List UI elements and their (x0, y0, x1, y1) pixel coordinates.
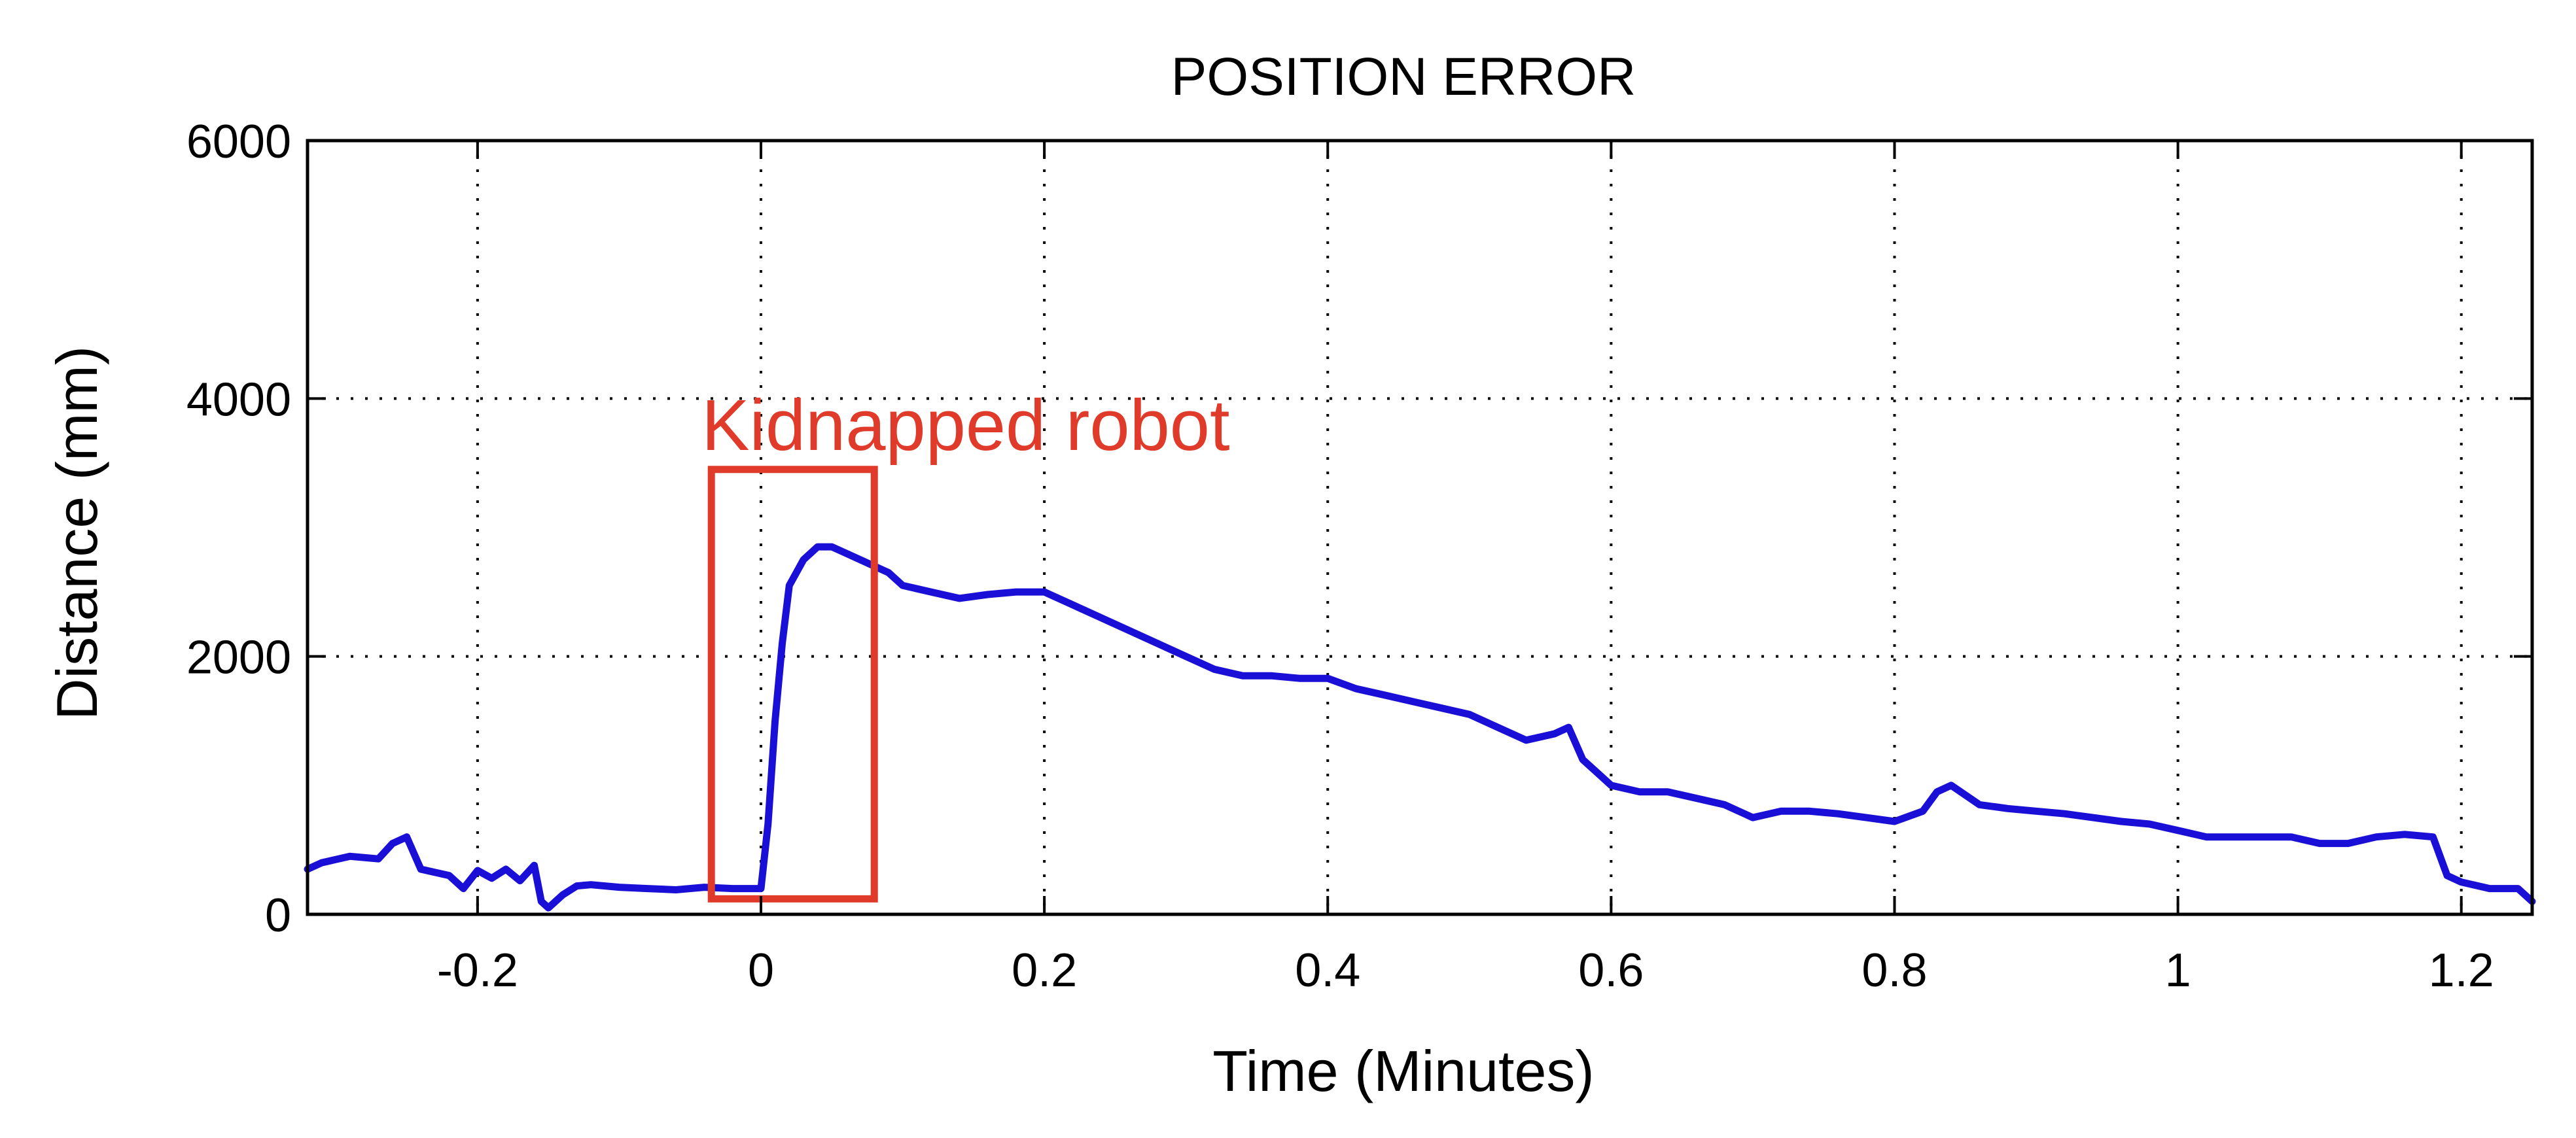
y-tick-label: 2000 (186, 632, 291, 684)
chart-title: POSITION ERROR (1171, 47, 1636, 107)
x-tick-label: 0.2 (1012, 944, 1077, 997)
x-tick-label: 0.4 (1295, 944, 1360, 997)
x-tick-label: 0.8 (1861, 944, 1927, 997)
y-axis-label: Distance (mm) (44, 346, 109, 720)
kidnapped-robot-box (707, 466, 878, 903)
y-tick-label: 6000 (186, 116, 291, 168)
x-tick-label: -0.2 (437, 944, 518, 997)
y-tick-label: 4000 (186, 373, 291, 426)
x-tick-label: 0.6 (1578, 944, 1644, 997)
annotation-layer: Kidnapped robot (701, 385, 1230, 903)
kidnapped-robot-label: Kidnapped robot (701, 385, 1229, 466)
x-tick-label: 1 (2165, 944, 2191, 997)
series-layer (304, 543, 2536, 912)
x-tick-label: 1.2 (2429, 944, 2494, 997)
series-line-1 (304, 543, 2536, 912)
y-tick-label: 0 (265, 889, 291, 942)
plot-frame (306, 139, 2534, 916)
tick-layer: -0.2 0 0.2 0.4 0.6 0.8 1 1.2 0 2000 4000 6000 (186, 116, 2532, 997)
x-tick-label: 0 (748, 944, 774, 997)
x-axis-label: Time (Minutes) (1212, 1039, 1594, 1103)
